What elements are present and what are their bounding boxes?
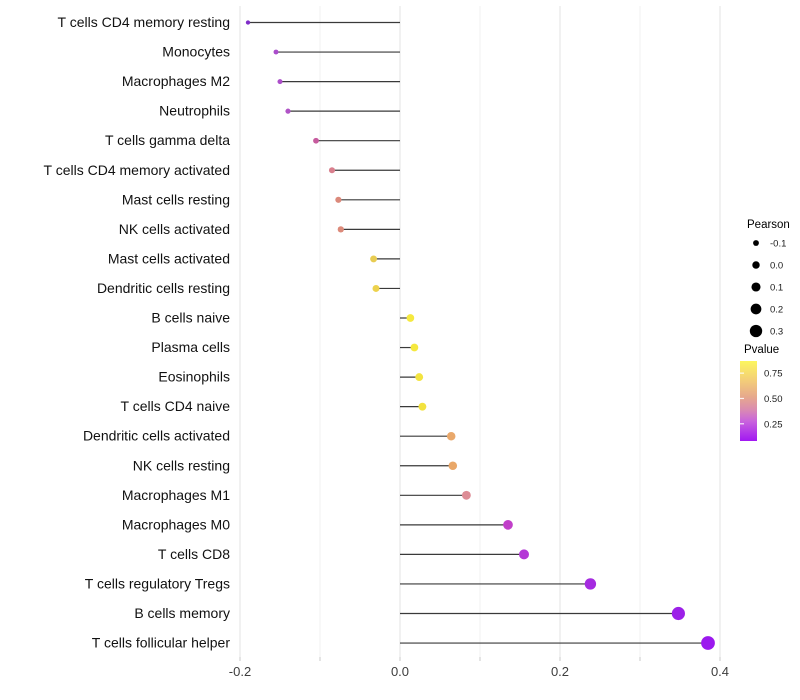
lollipop-dot [277,79,283,85]
legend-pearson-dot [749,324,763,338]
x-axis-tick-label: 0.0 [391,664,409,679]
legend-pvalue-title: Pvalue [744,344,779,356]
legend-pearson-dot [751,282,761,292]
lollipop-dot [503,520,513,530]
lollipop-dot [701,636,715,650]
x-axis-tick-label: 0.4 [711,664,729,679]
lollipop-dot [410,343,419,352]
legend-pearson-title: Pearson [747,219,790,231]
y-axis-category-label: Eosinophils [158,369,230,385]
y-axis-category-label: Macrophages M0 [122,516,230,532]
y-axis-category-label: B cells memory [134,605,230,621]
y-axis-category-label: Neutrophils [159,103,230,119]
legend-pearson-dot [753,240,759,246]
y-axis-category-label: T cells CD4 naive [121,398,231,414]
lollipop-dot [370,255,378,263]
y-axis-category-label: Plasma cells [151,339,230,355]
lollipop-dot [335,196,342,203]
legend-pvalue-label: 0.25 [764,419,783,430]
y-axis-category-label: T cells regulatory Tregs [85,575,230,591]
lollipop-dot [285,108,291,114]
y-axis-category-label: Mast cells activated [108,250,230,266]
y-axis-category-label: T cells CD4 memory activated [44,162,230,178]
legend-pearson-label: 0.2 [770,305,783,316]
legend-pvalue-label: 0.75 [764,369,783,380]
y-axis-category-label: Dendritic cells activated [83,428,230,444]
legend-pvalue-colorbar [740,361,757,441]
y-axis-category-label: Macrophages M2 [122,73,230,89]
lollipop-dot [245,20,251,25]
lollipop-dot [415,373,424,382]
lollipop-dot [372,284,380,292]
x-axis-tick-label: 0.2 [551,664,569,679]
y-axis-category-label: T cells CD4 memory resting [58,14,230,30]
y-axis-category-label: B cells naive [151,310,230,326]
legend-pearson-dot [750,303,762,315]
y-axis-category-label: Macrophages M1 [122,487,230,503]
lollipop-dot [461,490,471,500]
legend-pearson-label: 0.1 [770,283,783,294]
lollipop-dot [273,49,279,55]
lollipop-dot [448,461,458,471]
legend-pearson-dot [752,261,760,269]
lollipop-dot [418,402,427,411]
y-axis-category-label: NK cells resting [133,457,230,473]
y-axis-category-label: Dendritic cells resting [97,280,230,296]
y-axis-category-label: NK cells activated [119,221,230,237]
lollipop-dot [584,578,597,590]
lollipop-dot [671,606,685,621]
x-axis-tick-label: -0.2 [229,664,251,679]
lollipop-dot [328,167,336,174]
y-axis-category-label: T cells CD8 [158,546,230,562]
lollipop-dot [313,137,319,144]
y-axis-category-label: Mast cells resting [122,191,230,207]
legend-pearson-label: -0.1 [770,239,786,250]
lollipop-dot [337,226,344,233]
legend-pearson-label: 0.3 [770,327,783,338]
y-axis-category-label: T cells follicular helper [92,635,231,651]
y-axis-category-label: Monocytes [162,44,230,60]
lollipop-dot [406,314,415,322]
lollipop-dot [519,549,529,560]
legend-pvalue-label: 0.50 [764,394,783,405]
legend-pearson-label: 0.0 [770,261,783,272]
y-axis-category-label: T cells gamma delta [105,132,230,148]
lollipop-dot [446,431,456,441]
